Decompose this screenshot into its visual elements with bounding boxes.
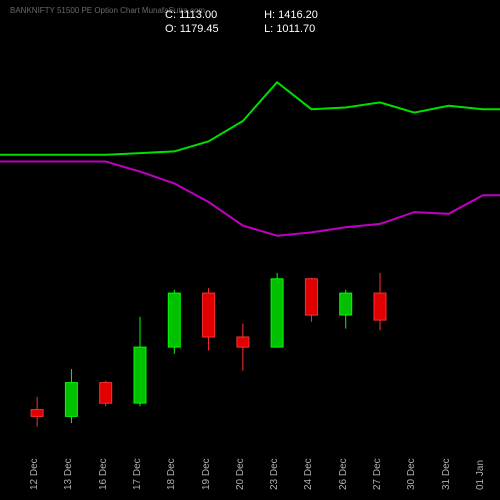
candle xyxy=(134,347,146,403)
x-tick-label: 31 Dec xyxy=(441,458,452,490)
candle xyxy=(168,293,180,347)
x-tick-label: 18 Dec xyxy=(166,458,177,490)
candle xyxy=(340,293,352,315)
x-tick-label: 24 Dec xyxy=(303,458,314,490)
x-tick-label: 19 Dec xyxy=(201,458,212,490)
x-axis: 12 Dec 13 Dec 16 Dec 17 Dec 18 Dec 19 Dec 20 D… xyxy=(0,445,500,500)
x-tick-label: 23 Dec xyxy=(269,458,280,490)
indicator-lines xyxy=(0,82,500,236)
x-tick-label: 26 Dec xyxy=(338,458,349,490)
candle xyxy=(374,293,386,320)
candle xyxy=(203,293,215,337)
candlesticks xyxy=(31,273,386,427)
candle xyxy=(65,383,77,417)
chart-svg xyxy=(0,0,500,500)
candle xyxy=(100,383,112,404)
x-tick-label: 17 Dec xyxy=(132,458,143,490)
candle xyxy=(31,410,43,417)
x-tick-label: 01 Jan xyxy=(475,460,486,490)
x-tick-label: 13 Dec xyxy=(63,458,74,490)
candle xyxy=(237,337,249,347)
x-tick-label: 12 Dec xyxy=(29,458,40,490)
candle xyxy=(305,279,317,315)
x-tick-label: 27 Dec xyxy=(372,458,383,490)
candle xyxy=(271,279,283,347)
chart-container: { "title_text": "BANKNIFTY 51500 PE Opti… xyxy=(0,0,500,500)
x-tick-label: 16 Dec xyxy=(98,458,109,490)
x-tick-label: 30 Dec xyxy=(406,458,417,490)
x-tick-label: 20 Dec xyxy=(235,458,246,490)
